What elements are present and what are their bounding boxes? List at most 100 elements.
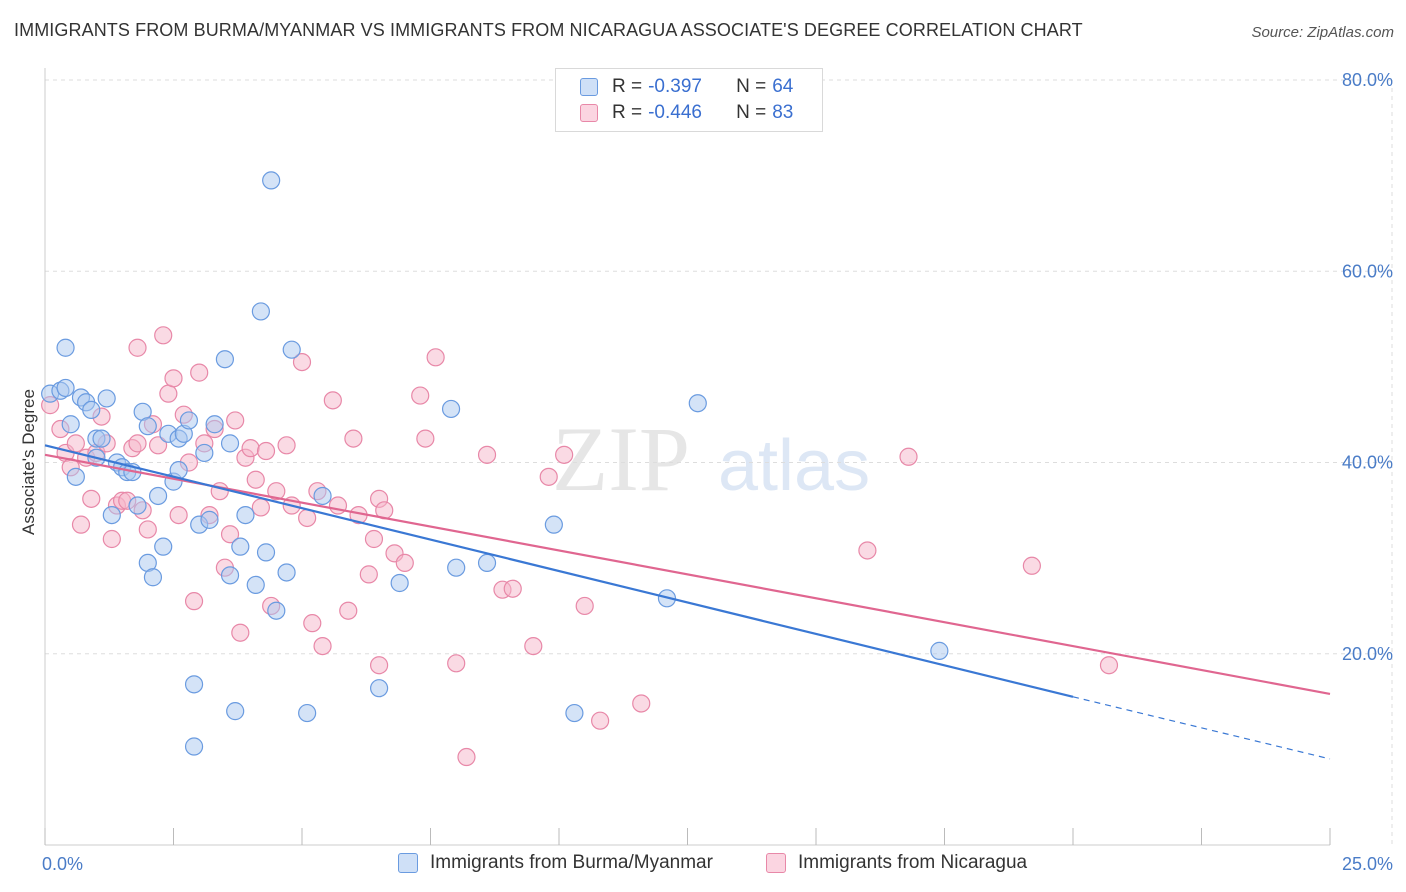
burma-point: [205, 415, 224, 434]
r-label: R =: [612, 102, 643, 123]
nicaragua-point: [277, 436, 296, 455]
x-tick-label: 25.0%: [1342, 854, 1393, 874]
nicaragua-point: [292, 352, 312, 372]
burma-legend-swatch: [398, 853, 418, 873]
nicaragua-point: [159, 384, 178, 403]
r-value-burma: -0.397: [648, 76, 702, 97]
nicaragua-point: [251, 498, 270, 517]
burma-trend-line: [44, 444, 1074, 698]
burma-point: [66, 467, 85, 486]
r-label: R =: [612, 76, 643, 97]
nicaragua-point: [226, 411, 245, 430]
nicaragua-point: [370, 656, 389, 675]
n-value-nicaragua: 83: [772, 102, 794, 123]
watermark-atlas: atlas: [718, 426, 870, 506]
y-tick-label: 20.0%: [1342, 644, 1393, 664]
source-label: Source: ZipAtlas.com: [1251, 24, 1394, 41]
nicaragua-point: [241, 439, 260, 458]
burma-point: [256, 543, 276, 562]
burma-point: [143, 568, 163, 587]
burma-point: [370, 679, 389, 698]
y-tick-label: 80.0%: [1342, 70, 1393, 90]
nicaragua-point: [313, 636, 332, 656]
burma-point: [61, 415, 80, 434]
stats-row-nicaragua: R = -0.446 N = 83: [580, 101, 793, 125]
burma-point: [544, 515, 563, 534]
burma-point: [231, 537, 250, 556]
burma-point: [236, 505, 255, 525]
burma-point: [390, 573, 409, 593]
nicaragua-point: [555, 445, 574, 464]
burma-point: [930, 641, 949, 660]
burma-point: [282, 340, 301, 359]
nicaragua-point: [164, 369, 183, 388]
legend-label-nicaragua: Immigrants from Nicaragua: [798, 852, 1028, 873]
nicaragua-point: [411, 386, 430, 405]
nicaragua-point: [503, 579, 522, 598]
nicaragua-point: [256, 441, 276, 461]
burma-point: [298, 703, 317, 723]
burma-point: [215, 350, 234, 369]
nicaragua-point: [154, 326, 173, 345]
nicaragua-point: [359, 565, 378, 584]
nicaragua-point: [323, 391, 342, 410]
burma-trend-extension: [1072, 696, 1331, 760]
burma-point: [102, 505, 121, 525]
burma-point: [56, 338, 75, 357]
burma-point: [184, 675, 204, 694]
watermark-zip: ZIP: [552, 408, 690, 510]
axes: [44, 68, 1331, 846]
series-legend: Immigrants from Burma/Myanmar Immigrants…: [0, 852, 1406, 878]
nicaragua-point: [246, 470, 265, 489]
nicaragua-point: [138, 520, 157, 539]
nicaragua-point: [426, 348, 445, 367]
legend-item-nicaragua[interactable]: Immigrants from Nicaragua: [766, 852, 1027, 874]
y-axis-label: Associate's Degree: [19, 389, 38, 535]
x-tick-label: 0.0%: [42, 854, 83, 874]
nicaragua-point: [303, 614, 322, 633]
nicaragua-point: [477, 445, 497, 464]
nicaragua-point: [1099, 656, 1119, 675]
burma-point: [226, 702, 245, 721]
nicaragua-point: [344, 429, 363, 448]
burma-point: [262, 171, 281, 190]
nicaragua-point: [184, 592, 204, 611]
nicaragua-point: [416, 429, 435, 448]
nicaragua-point: [591, 711, 610, 730]
nicaragua-point: [899, 447, 918, 466]
nicaragua-point: [128, 338, 147, 357]
nicaragua-point: [190, 363, 209, 382]
nicaragua-point: [82, 489, 101, 508]
nicaragua-swatch: [580, 104, 598, 122]
burma-point: [441, 399, 461, 419]
chart-title: IMMIGRANTS FROM BURMA/MYANMAR VS IMMIGRA…: [14, 20, 1083, 40]
x-tick-labels: 0.0% 25.0%: [42, 854, 1393, 874]
burma-point: [277, 563, 296, 582]
nicaragua-point: [1022, 556, 1041, 575]
stats-legend: R = -0.397 N = 64 R = -0.446 N = 83: [555, 68, 823, 132]
burma-point: [82, 400, 101, 420]
nicaragua-points: [41, 326, 1119, 767]
nicaragua-point: [148, 436, 168, 455]
nicaragua-point: [858, 541, 877, 560]
n-label: N =: [736, 102, 767, 123]
nicaragua-point: [128, 434, 147, 453]
nicaragua-point: [539, 467, 558, 486]
nicaragua-point: [395, 553, 414, 573]
burma-point: [447, 558, 466, 577]
burma-swatch: [580, 78, 598, 96]
r-value-nicaragua: -0.446: [648, 102, 702, 123]
nicaragua-point: [71, 515, 91, 534]
legend-item-burma[interactable]: Immigrants from Burma/Myanmar: [398, 852, 713, 874]
nicaragua-point: [298, 508, 317, 528]
burma-point: [220, 434, 240, 453]
burma-point: [200, 510, 219, 529]
nicaragua-point: [102, 529, 121, 549]
burma-point: [251, 302, 270, 321]
n-label: N =: [736, 76, 767, 97]
burma-point: [138, 417, 157, 436]
nicaragua-point: [66, 434, 85, 453]
burma-point: [148, 486, 168, 506]
burma-point: [179, 411, 199, 430]
